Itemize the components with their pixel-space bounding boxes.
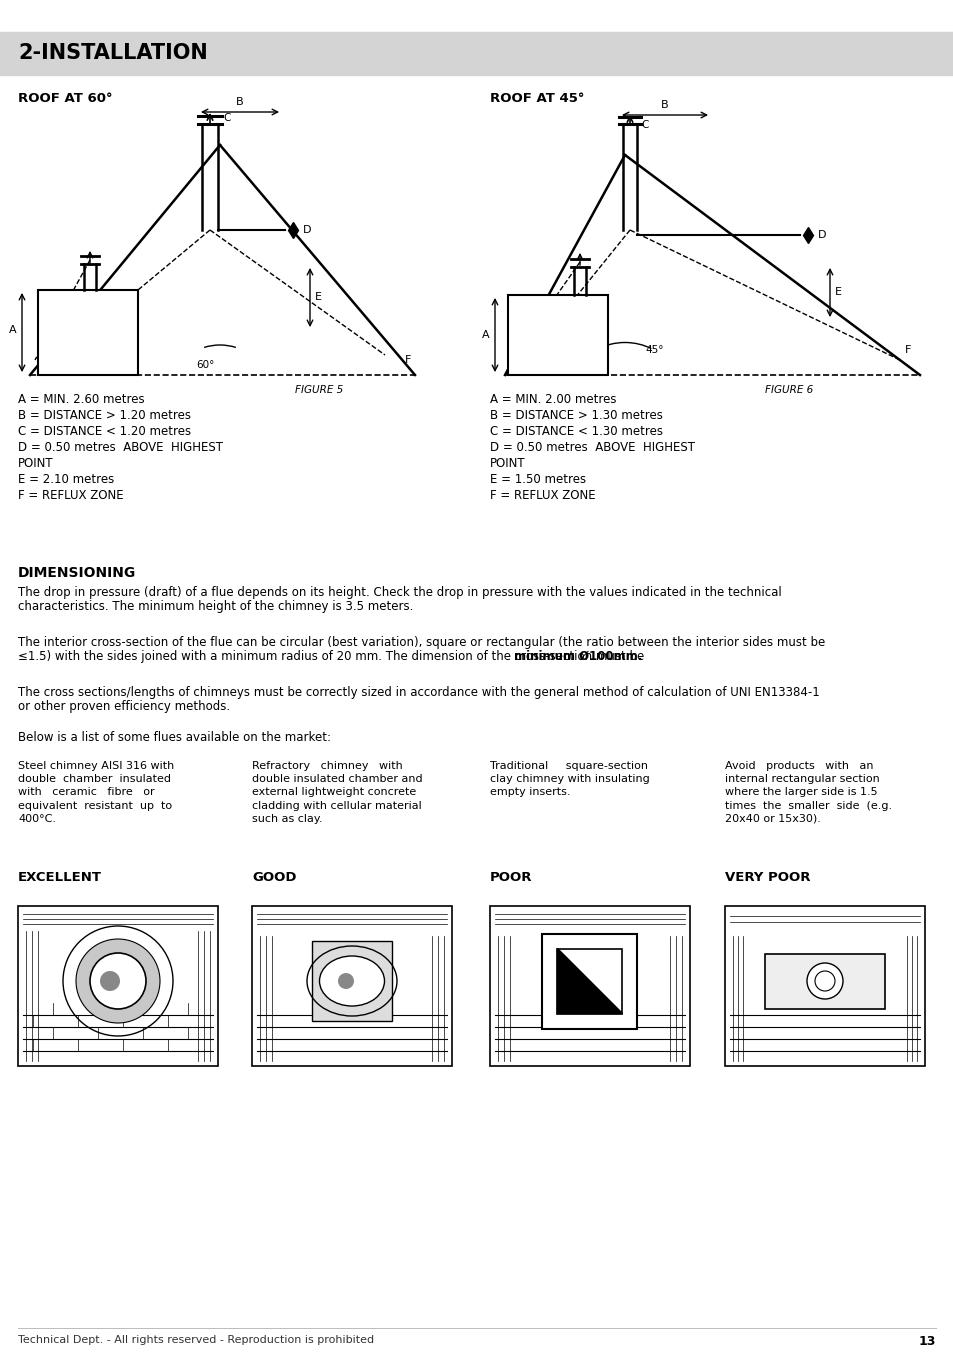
Text: 45°: 45° <box>645 345 663 355</box>
Text: A: A <box>482 330 490 340</box>
Polygon shape <box>557 949 622 1014</box>
Text: minimum Ø100mm.: minimum Ø100mm. <box>514 650 642 663</box>
Text: C: C <box>223 112 230 123</box>
Text: E: E <box>314 292 322 302</box>
Text: A: A <box>10 325 17 334</box>
Bar <box>312 941 392 1021</box>
Text: C = DISTANCE < 1.30 metres: C = DISTANCE < 1.30 metres <box>490 425 662 437</box>
Text: POINT: POINT <box>18 458 53 470</box>
Text: 13: 13 <box>918 1335 935 1349</box>
Text: C: C <box>640 121 648 130</box>
Text: POINT: POINT <box>490 458 525 470</box>
Ellipse shape <box>319 956 384 1006</box>
Text: F = REFLUX ZONE: F = REFLUX ZONE <box>18 489 124 502</box>
Text: D: D <box>303 225 312 236</box>
Circle shape <box>100 971 120 991</box>
Text: VERY POOR: VERY POOR <box>724 871 810 884</box>
Text: GOOD: GOOD <box>252 871 296 884</box>
Bar <box>38 290 138 375</box>
Text: E = 1.50 metres: E = 1.50 metres <box>490 473 585 486</box>
Bar <box>490 906 689 1066</box>
Text: 2-INSTALLATION: 2-INSTALLATION <box>18 43 208 64</box>
Text: Technical Dept. - All rights reserved - Reproduction is prohibited: Technical Dept. - All rights reserved - … <box>18 1335 374 1345</box>
Circle shape <box>90 953 146 1009</box>
Text: F: F <box>405 355 411 366</box>
Text: B: B <box>660 100 668 110</box>
Bar <box>764 953 884 1009</box>
Text: B = DISTANCE > 1.30 metres: B = DISTANCE > 1.30 metres <box>490 409 662 422</box>
Text: The interior cross-section of the flue can be circular (best variation), square : The interior cross-section of the flue c… <box>18 636 824 649</box>
Text: Avoid   products   with   an
internal rectangular section
where the larger side : Avoid products with an internal rectangu… <box>724 761 891 823</box>
Text: D = 0.50 metres  ABOVE  HIGHEST: D = 0.50 metres ABOVE HIGHEST <box>18 441 223 454</box>
Text: C = DISTANCE < 1.20 metres: C = DISTANCE < 1.20 metres <box>18 425 191 437</box>
Bar <box>18 906 218 1066</box>
Text: DIMENSIONING: DIMENSIONING <box>18 566 136 580</box>
Text: D: D <box>817 230 825 240</box>
Text: D = 0.50 metres  ABOVE  HIGHEST: D = 0.50 metres ABOVE HIGHEST <box>490 441 695 454</box>
Circle shape <box>76 940 160 1024</box>
Text: F: F <box>904 345 910 355</box>
Text: characteristics. The minimum height of the chimney is 3.5 meters.: characteristics. The minimum height of t… <box>18 600 413 613</box>
Circle shape <box>337 974 354 988</box>
Text: The drop in pressure (draft) of a flue depends on its height. Check the drop in : The drop in pressure (draft) of a flue d… <box>18 586 781 598</box>
Bar <box>252 906 452 1066</box>
Text: F = REFLUX ZONE: F = REFLUX ZONE <box>490 489 595 502</box>
Bar <box>724 906 924 1066</box>
Text: POOR: POOR <box>490 871 532 884</box>
Circle shape <box>806 963 842 999</box>
Bar <box>542 933 637 1029</box>
Text: FIGURE 6: FIGURE 6 <box>764 385 812 395</box>
Text: E = 2.10 metres: E = 2.10 metres <box>18 473 114 486</box>
Text: Below is a list of some flues available on the market:: Below is a list of some flues available … <box>18 731 331 743</box>
Text: A = MIN. 2.00 metres: A = MIN. 2.00 metres <box>490 393 616 406</box>
Text: The cross sections/lengths of chimneys must be correctly sized in accordance wit: The cross sections/lengths of chimneys m… <box>18 686 819 699</box>
Text: FIGURE 5: FIGURE 5 <box>294 385 343 395</box>
Text: B = DISTANCE > 1.20 metres: B = DISTANCE > 1.20 metres <box>18 409 191 422</box>
Text: A = MIN. 2.60 metres: A = MIN. 2.60 metres <box>18 393 145 406</box>
Bar <box>0 32 953 74</box>
Text: ROOF AT 45°: ROOF AT 45° <box>490 92 584 106</box>
Text: Refractory   chimney   with
double insulated chamber and
external lightweight co: Refractory chimney with double insulated… <box>252 761 422 823</box>
Text: ≤1.5) with the sides joined with a minimum radius of 20 mm. The dimension of the: ≤1.5) with the sides joined with a minim… <box>18 650 647 663</box>
Text: B: B <box>236 97 244 107</box>
Text: E: E <box>834 287 841 297</box>
Text: 60°: 60° <box>195 360 214 370</box>
Text: or other proven efficiency methods.: or other proven efficiency methods. <box>18 700 230 714</box>
Text: ROOF AT 60°: ROOF AT 60° <box>18 92 112 106</box>
Bar <box>557 949 622 1014</box>
Text: EXCELLENT: EXCELLENT <box>18 871 102 884</box>
Bar <box>507 295 607 375</box>
Text: Traditional     square-section
clay chimney with insulating
empty inserts.: Traditional square-section clay chimney … <box>490 761 649 798</box>
Text: Steel chimney AISI 316 with
double  chamber  insulated
with   ceramic   fibre   : Steel chimney AISI 316 with double chamb… <box>18 761 174 823</box>
